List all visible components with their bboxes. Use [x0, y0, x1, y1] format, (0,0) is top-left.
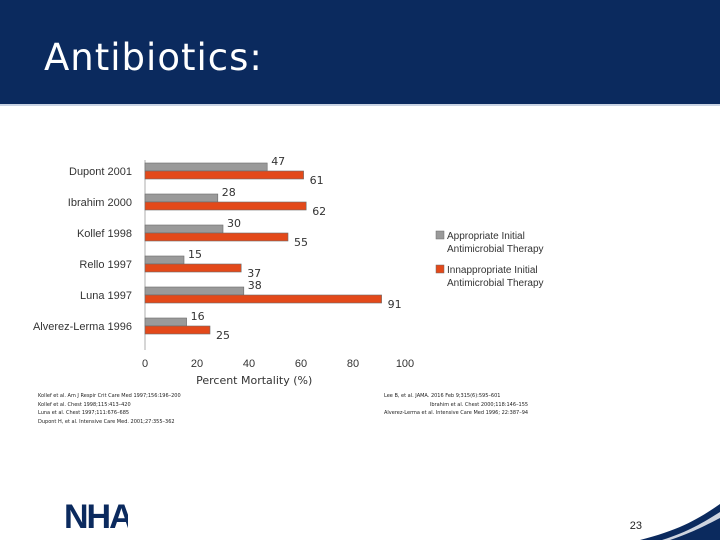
data-label: 37	[247, 267, 261, 280]
inappropriate-bar	[144, 263, 242, 273]
x-tick-label: 100	[396, 358, 414, 370]
data-label: 61	[310, 174, 324, 187]
category-label: Ibrahim 2000	[68, 197, 132, 209]
header-bar: Antibiotics:	[0, 0, 720, 104]
reference-line: Dupont H, et al. Intensive Care Med. 200…	[38, 418, 175, 425]
legend-label: Antimicrobial Therapy	[447, 278, 544, 289]
category-label: Dupont 2001	[69, 166, 132, 178]
data-label: 47	[271, 155, 285, 168]
slide-title: Antibiotics:	[44, 36, 263, 79]
legend-label: Appropriate Initial	[447, 231, 525, 242]
appropriate-bar	[144, 224, 224, 234]
appropriate-bar	[144, 193, 219, 203]
category-label: Rello 1997	[79, 259, 132, 271]
reference-line: Ibrahim et al. Chest 2000;118:146–155	[429, 401, 529, 408]
category-label: Alverez-Lerma 1996	[33, 321, 132, 333]
inappropriate-bar	[144, 201, 307, 211]
appropriate-bar	[144, 255, 185, 265]
category-label: Luna 1997	[80, 290, 132, 302]
data-label: 30	[227, 217, 241, 230]
corner-swoosh	[640, 504, 720, 540]
data-label: 91	[388, 298, 402, 311]
reference-line: Alverez-Lerma et al. Intensive Care Med …	[384, 410, 529, 416]
category-label: Kollef 1998	[77, 228, 132, 240]
x-tick-label: 0	[142, 358, 148, 370]
reference-line: Kollef et al. Chest 1998;115:413–420	[38, 401, 131, 408]
logo-text: NHA	[64, 498, 128, 534]
reference-line: Lee B, et al. JAMA. 2016 Feb 9;315(6):59…	[384, 393, 501, 399]
data-label: 15	[188, 248, 202, 261]
legend-label: Innappropriate Initial	[447, 265, 538, 276]
legend-swatch	[435, 264, 445, 274]
inappropriate-bar	[144, 170, 304, 180]
x-axis-title: Percent Mortality (%)	[196, 374, 312, 387]
legend-label: Antimicrobial Therapy	[447, 244, 544, 255]
data-label: 28	[222, 186, 236, 199]
x-tick-label: 60	[295, 358, 307, 370]
page-number: 23	[629, 520, 642, 532]
x-tick-label: 20	[191, 358, 203, 370]
reference-line: Luna et al. Chest 1997;111:676–685	[38, 410, 130, 416]
data-label: 55	[294, 236, 308, 249]
reference-line: Kollef et al. Am J Respir Crit Care Med …	[38, 393, 181, 399]
mortality-bar-chart: Dupont 2001 47 61 Ibrahim 2000 28 62 Kollef 19…	[33, 155, 544, 387]
nha-logo: NHA	[64, 498, 128, 534]
inappropriate-bar	[144, 232, 289, 242]
legend-swatch	[435, 230, 445, 240]
x-tick-label: 40	[243, 358, 255, 370]
appropriate-bar	[144, 162, 268, 172]
data-label: 38	[248, 279, 262, 292]
x-tick-label: 80	[347, 358, 359, 370]
inappropriate-bar	[144, 294, 382, 304]
data-label: 25	[216, 329, 230, 342]
appropriate-bar	[144, 286, 245, 296]
appropriate-bar	[144, 317, 187, 327]
references-right: Lee B, et al. JAMA. 2016 Feb 9;315(6):59…	[384, 392, 528, 418]
references-left: Kollef et al. Am J Respir Crit Care Med …	[38, 392, 181, 426]
data-label: 62	[312, 205, 326, 218]
header-divider	[0, 104, 720, 106]
data-label: 16	[191, 310, 205, 323]
inappropriate-bar	[144, 325, 211, 335]
